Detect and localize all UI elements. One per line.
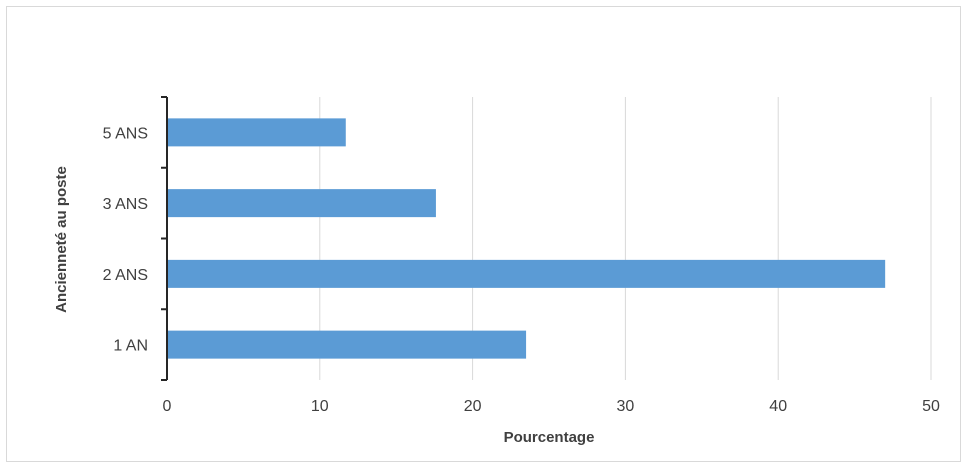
y-tick-label: 3 ANS: [103, 196, 148, 213]
y-tick-label: 2 ANS: [103, 267, 148, 284]
y-axis-ticks: [161, 96, 167, 381]
bar: [167, 189, 436, 218]
x-tick-label: 0: [163, 398, 172, 415]
x-tick-label: 50: [922, 398, 940, 415]
bars: [167, 118, 886, 359]
y-tick-label: 5 ANS: [103, 125, 148, 142]
x-tick-label: 10: [311, 398, 329, 415]
y-axis-title: Ancienneté au poste: [53, 166, 70, 313]
y-axis-tick-labels: 1 AN 2 ANS 3 ANS 5 ANS: [103, 125, 148, 354]
x-axis-title: Pourcentage: [504, 429, 595, 446]
x-tick-label: 20: [464, 398, 482, 415]
x-tick-label: 30: [617, 398, 635, 415]
x-axis-tick-labels: 0 10 20 30 40 50: [163, 398, 940, 415]
bar: [167, 118, 346, 147]
bar: [167, 259, 886, 288]
x-tick-label: 40: [769, 398, 787, 415]
y-tick-label: 1 AN: [113, 338, 148, 355]
bar: [167, 330, 527, 359]
chart-frame: [6, 6, 961, 462]
